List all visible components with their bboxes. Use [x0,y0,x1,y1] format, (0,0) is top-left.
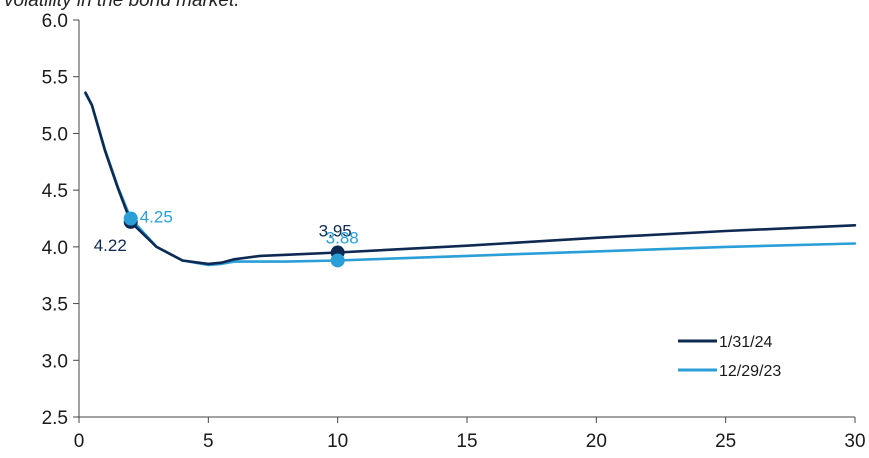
y-tick-label: 5.5 [42,68,68,89]
series-lines [84,91,857,267]
x-tick-label: 15 [456,431,477,452]
legend: 1/31/24 12/29/23 [678,334,781,380]
axes: 2.5 3.0 3.5 4.0 4.5 5.0 5.5 6.0 0 5 10 15 20 25 30 [42,11,866,452]
x-tick-label: 10 [327,431,348,452]
x-tick-label: 0 [74,431,85,452]
series-line-1 [84,92,857,267]
data-marker [123,211,138,226]
y-tick-label: 4.5 [42,181,68,202]
legend-label: 1/31/24 [719,334,772,351]
x-tick-label: 20 [586,431,607,452]
y-tick-label: 2.5 [42,408,68,429]
y-tick-label: 3.0 [42,351,68,372]
data-label: 3.95 [319,222,352,241]
data-marker [330,253,345,268]
y-tick-label: 5.0 [42,124,68,145]
y-tick-label: 4.0 [42,238,68,259]
y-tick-label: 6.0 [42,11,68,32]
legend-label: 12/29/23 [719,363,781,380]
data-label: 3.88 [326,228,359,247]
y-tick-label: 3.5 [42,295,68,316]
x-tick-label: 30 [844,431,865,452]
series-line-0 [84,91,857,266]
x-tick-label: 5 [203,431,214,452]
data-markers: 4.22 4.25 3.953.88 [94,208,359,268]
x-tick-label: 25 [715,431,736,452]
chart-caption: volatility in the bond market. [4,0,240,11]
data-label: 4.22 [94,236,127,255]
data-label: 4.25 [140,208,173,227]
